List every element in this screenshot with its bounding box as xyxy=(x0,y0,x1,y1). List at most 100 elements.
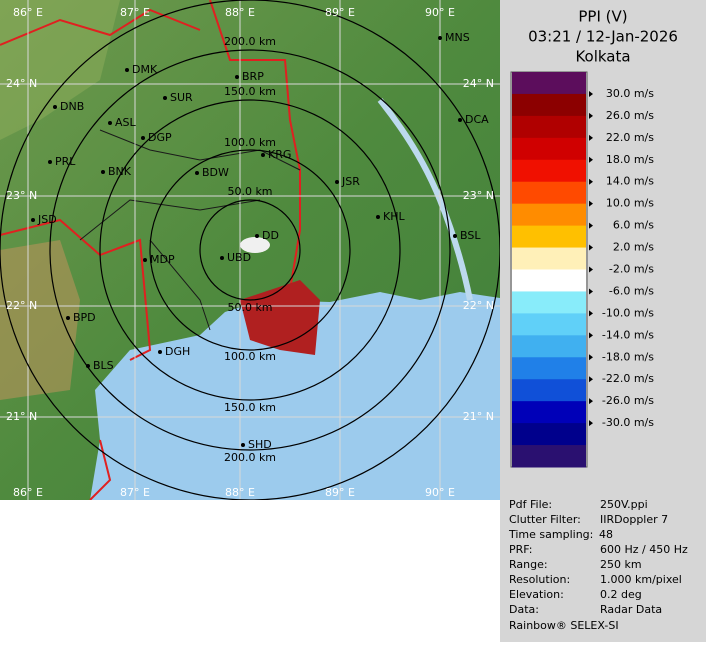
tick-arrow xyxy=(589,112,593,119)
range-label: 100.0 km xyxy=(224,136,276,149)
legend-label: 14.0 m/s xyxy=(606,175,654,188)
lon-label: 86° E xyxy=(13,486,43,499)
info-key: Pdf File: xyxy=(509,498,552,511)
city-label: BNK xyxy=(108,165,132,178)
color-step xyxy=(512,313,586,336)
info-value: 0.2 deg xyxy=(600,588,642,601)
range-label: 200.0 km xyxy=(224,35,276,48)
district-line xyxy=(99,129,301,171)
tick-arrow xyxy=(589,354,593,361)
tick-arrow xyxy=(589,266,593,273)
tick-arrow xyxy=(589,90,593,97)
range-label: 100.0 km xyxy=(224,350,276,363)
tick-arrow xyxy=(589,134,593,141)
info-key: Range: xyxy=(509,558,548,571)
color-step xyxy=(512,379,586,402)
lat-label: 23° N xyxy=(6,189,37,202)
tick-arrow xyxy=(589,156,593,163)
legend-label: -2.0 m/s xyxy=(609,263,654,276)
range-label: 150.0 km xyxy=(224,85,276,98)
color-step xyxy=(512,137,586,161)
city-label: BLS xyxy=(93,359,114,372)
footer: Rainbow® SELEX-SI xyxy=(509,619,619,632)
city-dot xyxy=(376,215,380,219)
range-label: 150.0 km xyxy=(224,401,276,414)
info-key: Time sampling: xyxy=(508,528,593,541)
legend-label: 6.0 m/s xyxy=(613,219,654,232)
range-ring xyxy=(149,149,351,351)
legend-label: 30.0 m/s xyxy=(606,87,654,100)
city-label: KHL xyxy=(383,210,405,223)
lon-label: 87° E xyxy=(120,6,150,19)
city-label: BPD xyxy=(73,311,96,324)
legend-label: -22.0 m/s xyxy=(602,372,654,385)
color-step xyxy=(512,225,586,249)
color-step xyxy=(512,269,586,292)
city-dot xyxy=(53,105,57,109)
range-label: 200.0 km xyxy=(224,451,276,464)
lat-label: 23° N xyxy=(463,189,494,202)
tick-arrow xyxy=(589,398,593,405)
city-dot xyxy=(86,364,90,368)
info-value: Radar Data xyxy=(600,603,662,616)
info-value: 48 xyxy=(599,528,613,541)
info-key: Data: xyxy=(509,603,539,616)
district-line xyxy=(149,239,211,331)
city-label: ASL xyxy=(115,116,137,129)
city-dot xyxy=(66,316,70,320)
tick-arrow xyxy=(589,244,593,251)
info-key: Clutter Filter: xyxy=(509,513,581,526)
city-label: BDW xyxy=(202,166,229,179)
city-dot xyxy=(158,350,162,354)
city-label: JSR xyxy=(341,175,360,188)
info-key: PRF: xyxy=(509,543,532,556)
lat-label: 22° N xyxy=(6,299,37,312)
city-dot xyxy=(241,443,245,447)
lat-label: 21° N xyxy=(6,410,37,423)
city-dot xyxy=(220,256,224,260)
info-value: 600 Hz / 450 Hz xyxy=(600,543,688,556)
range-label: 50.0 km xyxy=(227,301,272,314)
tick-arrow xyxy=(589,222,593,229)
lat-label: 21° N xyxy=(463,410,494,423)
city-label: DGP xyxy=(148,131,172,144)
header-line: Kolkata xyxy=(575,48,630,66)
info-value: 250 km xyxy=(600,558,642,571)
city-dot xyxy=(255,234,259,238)
tick-arrow xyxy=(589,376,593,383)
color-step xyxy=(512,423,586,446)
district-line xyxy=(79,199,261,241)
info-key: Elevation: xyxy=(509,588,564,601)
border xyxy=(0,218,152,361)
border xyxy=(89,439,112,500)
lat-label: 24° N xyxy=(463,77,494,90)
city-dot xyxy=(335,180,339,184)
city-dot xyxy=(195,171,199,175)
legend-label: -26.0 m/s xyxy=(602,394,654,407)
echo xyxy=(240,237,270,253)
city-label: SHD xyxy=(248,438,272,451)
lon-label: 90° E xyxy=(425,6,455,19)
color-step xyxy=(512,401,586,424)
city-dot xyxy=(101,170,105,174)
range-ring xyxy=(49,49,451,451)
city-label: DGH xyxy=(165,345,190,358)
lon-label: 88° E xyxy=(225,486,255,499)
info-value: 250V.ppi xyxy=(600,498,648,511)
city-label: BRP xyxy=(242,70,264,83)
city-dot xyxy=(261,153,265,157)
terrain xyxy=(0,240,80,400)
legend-label: 10.0 m/s xyxy=(606,197,654,210)
city-label: DD xyxy=(262,229,279,242)
legend-label: 18.0 m/s xyxy=(606,153,654,166)
color-step xyxy=(512,335,586,358)
city-label: DNB xyxy=(60,100,84,113)
tick-arrow xyxy=(589,310,593,317)
border xyxy=(0,8,201,46)
lat-label: 24° N xyxy=(6,77,37,90)
color-step xyxy=(512,115,586,139)
city-label: PRL xyxy=(55,155,76,168)
map xyxy=(0,0,500,500)
tick-arrow xyxy=(589,200,593,207)
